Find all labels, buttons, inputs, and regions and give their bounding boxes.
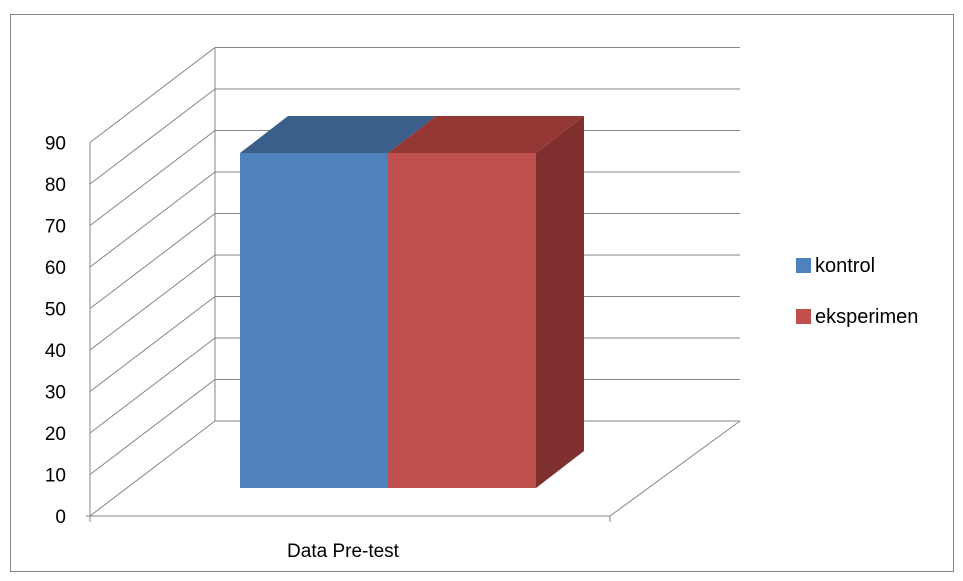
category-label: Data Pre-test [287, 541, 400, 562]
bar-top [240, 116, 436, 153]
y-tick-label: 80 [45, 175, 66, 196]
legend-swatch [796, 309, 811, 324]
y-tick-label: 20 [45, 424, 66, 445]
y-tick-label: 40 [45, 341, 66, 362]
side-gridline [89, 379, 216, 475]
side-gridline [89, 47, 216, 143]
bar-group [240, 116, 584, 488]
floor-right-edge [609, 420, 741, 517]
value-axis: 0 10 20 30 40 50 60 70 80 90 [45, 134, 66, 529]
legend: kontrol eksperimen [796, 255, 918, 328]
y-tick-label: 70 [45, 217, 66, 238]
side-gridline [89, 296, 216, 392]
side-gridline [89, 213, 216, 309]
chart-floor [86, 420, 741, 522]
category-axis: Data Pre-test [287, 541, 400, 562]
side-gridline [89, 130, 216, 226]
bar [388, 153, 536, 488]
bar-top [388, 116, 584, 153]
y-tick-label: 90 [45, 134, 66, 155]
side-gridline [89, 254, 216, 351]
bar-side [536, 116, 584, 488]
legend-label: kontrol [815, 255, 875, 277]
side-gridline [89, 420, 216, 517]
bar [240, 153, 388, 488]
side-gridline [89, 88, 216, 185]
y-tick-label: 0 [55, 507, 66, 528]
y-tick-label: 30 [45, 383, 66, 404]
side-gridline [89, 337, 216, 434]
side-gridline [89, 171, 216, 268]
y-tick-label: 50 [45, 300, 66, 321]
y-tick-label: 60 [45, 258, 66, 279]
side-wall-gridlines [89, 47, 216, 517]
y-tick-label: 10 [45, 466, 66, 487]
legend-label: eksperimen [815, 306, 918, 328]
legend-swatch [796, 258, 811, 273]
